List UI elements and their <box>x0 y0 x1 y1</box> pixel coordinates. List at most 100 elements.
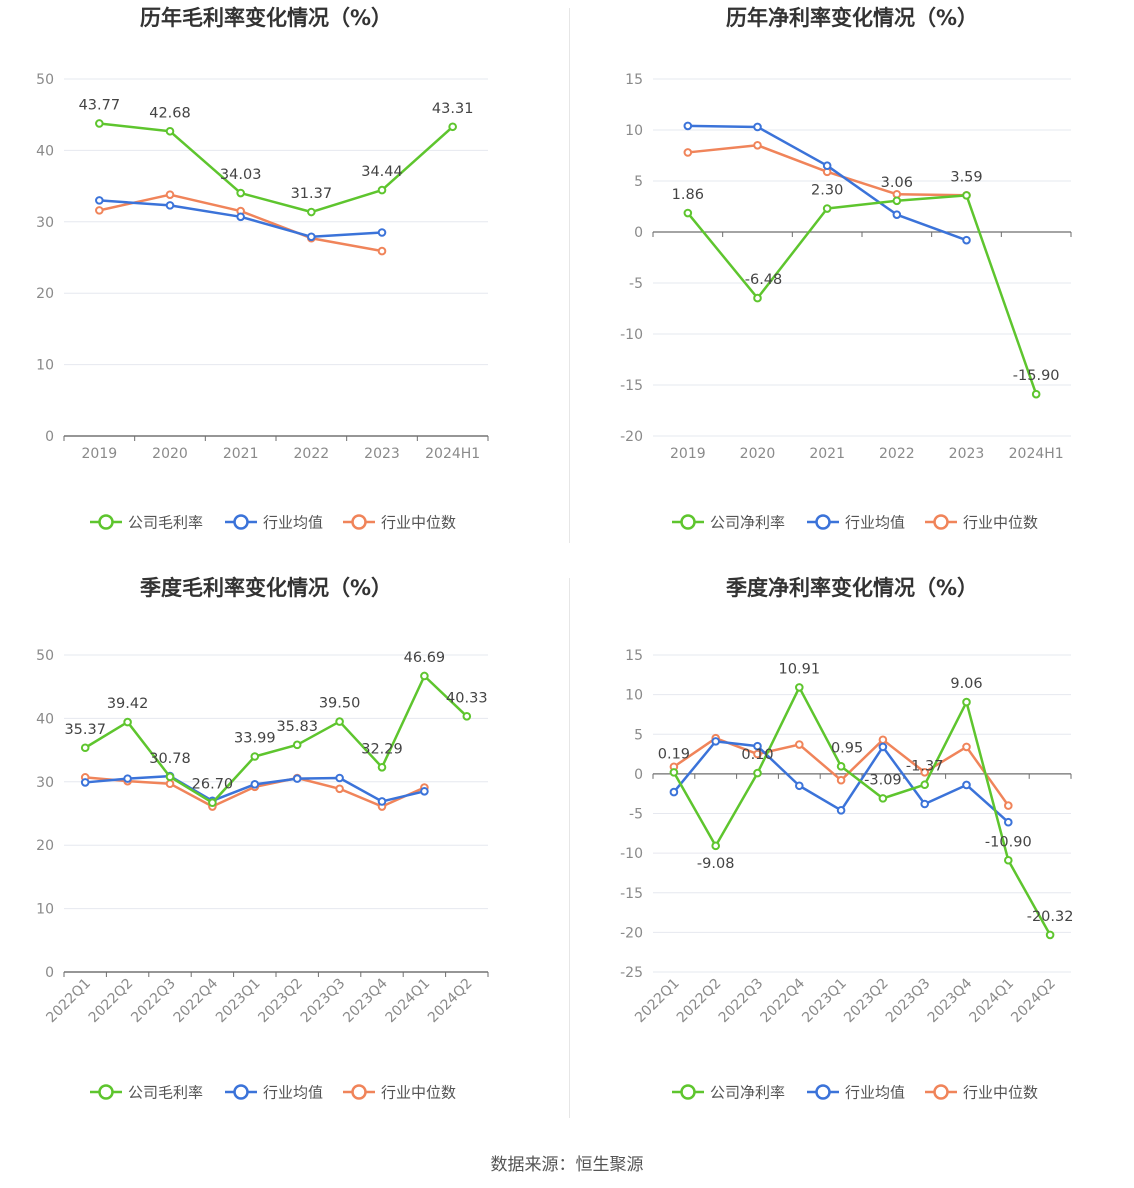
data-label: 43.77 <box>79 97 121 113</box>
data-point-avg <box>669 787 679 797</box>
y-tick-label: 0 <box>634 767 643 783</box>
legend-marker <box>933 1084 949 1100</box>
x-tick-label: 2022Q1 <box>43 976 94 1027</box>
data-point-avg <box>683 121 693 131</box>
data-point-avg <box>836 806 846 815</box>
chart-title: 历年净利率变化情况（%） <box>726 6 978 30</box>
data-point-company <box>753 293 762 303</box>
source-text: 数据来源：恒生聚源 <box>490 1155 644 1175</box>
data-point-company <box>335 717 344 726</box>
legend-item-avg: 行业均值 <box>807 514 905 532</box>
legend-label: 行业中位数 <box>381 1084 456 1102</box>
data-point-company <box>448 122 457 132</box>
data-label: -15.90 <box>1013 368 1060 384</box>
y-tick-label: -5 <box>629 276 643 292</box>
data-point-median <box>377 246 387 256</box>
x-tick-label: 2023Q3 <box>883 976 934 1027</box>
plot-group: 季度净利率变化情况（%）-25-20-15-10-50510152022Q120… <box>620 576 1073 1102</box>
data-point-avg <box>307 232 316 242</box>
x-tick-label: 2022Q3 <box>716 976 767 1027</box>
legend-item-median: 行业中位数 <box>343 514 456 532</box>
data-point-avg <box>250 780 260 789</box>
data-point-company <box>1031 389 1041 399</box>
data-point-avg <box>892 210 902 219</box>
data-point-median <box>753 141 762 150</box>
y-tick-label: 10 <box>625 688 643 704</box>
y-tick-label: 10 <box>36 902 54 918</box>
legend-item-avg: 行业均值 <box>225 1084 323 1102</box>
legend-item-median: 行业中位数 <box>343 1084 456 1102</box>
data-label: 46.69 <box>404 650 446 666</box>
chart-quarterly-gross-margin: 季度毛利率变化情况（%）010203040502022Q12022Q22022Q… <box>36 576 489 1102</box>
data-label: 3.06 <box>881 175 913 191</box>
x-tick-label: 2023Q1 <box>213 976 264 1027</box>
chart-title: 季度毛利率变化情况（%） <box>140 576 392 600</box>
chart-annual-net-margin: 历年净利率变化情况（%） -20 -15 -10 -5 0 5 10 15 2019 2020 202… <box>620 6 1072 532</box>
data-point-company <box>920 780 930 790</box>
data-label: 42.68 <box>149 105 191 121</box>
legend-label: 公司毛利率 <box>128 1084 203 1102</box>
data-label: 2.30 <box>811 183 843 199</box>
data-point-avg <box>962 780 971 790</box>
data-point-company <box>292 740 302 750</box>
data-point-company <box>307 207 316 217</box>
legend-item-company: 公司净利率 <box>672 514 785 532</box>
data-point-company <box>962 697 971 707</box>
x-tick-label: 2024H1 <box>1009 446 1064 462</box>
y-tick-label: 40 <box>36 711 54 727</box>
x-tick-label: 2023Q2 <box>841 976 892 1027</box>
x-tick-label: 2022Q4 <box>171 975 222 1026</box>
data-point-company <box>753 768 762 778</box>
x-tick-label: 2019 <box>670 446 706 462</box>
data-point-company <box>80 743 90 753</box>
data-point-avg <box>377 228 387 237</box>
legend-item-company: 公司毛利率 <box>90 514 203 532</box>
y-tick-label: 5 <box>634 727 643 743</box>
data-label: -1.37 <box>906 759 944 775</box>
y-tick-label: -10 <box>620 846 643 862</box>
x-tick-label: 2019 <box>82 446 118 462</box>
data-label: 30.78 <box>149 751 191 767</box>
data-point-company <box>962 191 971 200</box>
chart-panel-annual-gross: 历年毛利率变化情况（%） 0 10 20 30 40 50 2019 2020 2021 2022 2… <box>0 0 567 570</box>
legend-label: 行业中位数 <box>381 514 456 532</box>
y-tick-label: 0 <box>45 429 54 445</box>
legend-label: 公司净利率 <box>710 514 785 532</box>
data-label: 40.33 <box>446 690 488 706</box>
data-point-company <box>165 772 175 782</box>
data-point-company <box>892 196 902 206</box>
x-tick-label: 2023Q1 <box>799 976 850 1027</box>
data-point-avg <box>292 774 302 783</box>
data-point-median <box>1004 801 1013 810</box>
y-tick-label: 50 <box>36 648 54 664</box>
x-tick-label: 2022 <box>879 446 915 462</box>
data-point-avg <box>753 122 762 132</box>
data-point-avg <box>95 196 104 205</box>
y-tick-label: 15 <box>625 648 643 664</box>
legend-marker <box>98 514 114 530</box>
legend-marker <box>98 1084 114 1100</box>
data-label: -9.08 <box>697 856 735 872</box>
y-tick-label: 50 <box>36 72 54 88</box>
legend-label: 行业均值 <box>845 1084 905 1102</box>
y-tick-label: 0 <box>45 965 54 981</box>
data-point-avg <box>80 778 90 787</box>
data-point-median <box>878 735 888 745</box>
y-tick-label: -25 <box>620 965 643 981</box>
x-tick-label: 2022Q4 <box>758 975 809 1026</box>
data-label: 26.70 <box>192 777 234 793</box>
legend-item-median: 行业中位数 <box>925 514 1038 532</box>
x-tick-label: 2023 <box>364 446 400 462</box>
data-point-avg <box>920 799 930 809</box>
legend-label: 行业均值 <box>845 514 905 532</box>
x-tick-label: 2022Q3 <box>128 976 179 1027</box>
legend-marker <box>233 1084 249 1100</box>
data-point-company <box>683 208 693 218</box>
data-point-avg <box>822 161 832 170</box>
data-label: 0.95 <box>831 740 863 756</box>
series-line-company <box>84 674 468 804</box>
data-label: 34.44 <box>361 164 403 180</box>
x-tick-label: 2024Q2 <box>425 976 476 1027</box>
legend-label: 公司净利率 <box>710 1084 785 1102</box>
legend-marker <box>233 514 249 530</box>
